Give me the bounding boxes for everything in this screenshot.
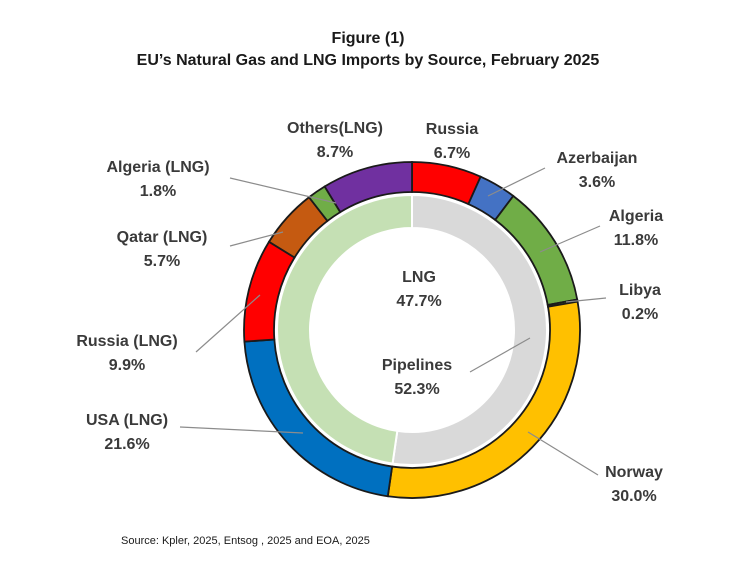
value-label-norway: 30.0% [611,488,656,505]
value-label-libya: 0.2% [622,306,658,323]
label-others-lng: Others(LNG) [287,120,383,137]
source-note: Source: Kpler, 2025, Entsog , 2025 and E… [121,535,370,547]
value-label-russia: 6.7% [434,145,470,162]
outer-slice-norway [386,300,581,499]
leader-line-algeria [539,225,601,253]
label-azerbaijan: Azerbaijan [557,150,638,167]
outer-slice-others-lng [323,161,413,214]
leader-line-norway [527,431,599,476]
chart-title: EU’s Natural Gas and LNG Imports by Sour… [136,52,600,69]
value-label-azerbaijan: 3.6% [579,174,615,191]
leader-line-qatar-lng [229,231,284,247]
label-russia-lng: Russia (LNG) [76,333,177,350]
label-norway: Norway [605,464,663,481]
figure-label: Figure (1) [331,30,405,47]
label-lng: LNG [402,269,436,286]
leader-line-russia-lng [195,294,261,353]
label-algeria-lng: Algeria (LNG) [106,159,209,176]
leader-line-libya [565,297,607,303]
label-algeria: Algeria [609,208,663,225]
value-label-pipelines: 52.3% [394,381,439,398]
leader-line-azerbaijan [487,167,546,197]
value-label-qatar-lng: 5.7% [144,253,180,270]
inner-slice-pipelines [391,193,548,466]
label-qatar-lng: Qatar (LNG) [117,229,208,246]
label-russia: Russia [426,121,479,138]
label-libya: Libya [619,282,661,299]
inner-slice-lng [275,193,413,465]
leader-line-algeria-lng [229,177,337,204]
chart-title-block: Figure (1) EU’s Natural Gas and LNG Impo… [0,28,736,72]
value-label-lng: 47.7% [396,293,441,310]
value-label-algeria: 11.8% [614,232,658,249]
value-label-usa-lng: 21.6% [104,436,149,453]
leader-line-pipelines [469,337,531,373]
label-pipelines: Pipelines [382,357,452,374]
value-label-algeria-lng: 1.8% [140,183,176,200]
label-usa-lng: USA (LNG) [86,412,168,429]
leader-line-usa-lng [179,426,304,434]
value-label-others-lng: 8.7% [317,144,353,161]
value-label-russia-lng: 9.9% [109,357,145,374]
